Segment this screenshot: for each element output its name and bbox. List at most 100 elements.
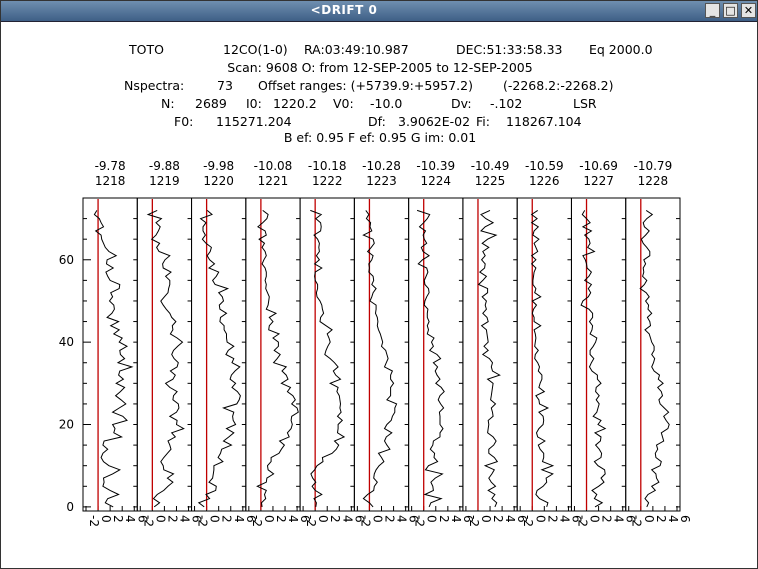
panel-x-tick-label: 2 — [654, 515, 668, 523]
spectrum-trace — [256, 210, 299, 507]
panel-x-tick-label: 6 — [624, 515, 638, 523]
panel-channel-label: 1220 — [203, 174, 234, 188]
header-equinox: Eq 2000.0 — [589, 42, 653, 57]
header-frame: LSR — [573, 96, 597, 111]
panel-velocity-label: -9.88 — [149, 159, 180, 173]
panel-channel-label: 1226 — [529, 174, 560, 188]
spectrum-trace — [416, 209, 445, 508]
panel-x-tick-label: 4 — [123, 515, 137, 523]
panel-x-tick-label: 2 — [545, 515, 559, 523]
y-tick-label: 0 — [66, 500, 74, 514]
maximize-button[interactable]: □ — [723, 3, 738, 18]
panel-x-tick-label: 6 — [678, 515, 692, 523]
title-bar[interactable]: <DRIFT 0 _ □ ✕ — [1, 1, 757, 22]
panel-frame — [245, 197, 301, 512]
panel-velocity-label: -10.49 — [471, 159, 510, 173]
panel-channel-label: 1224 — [420, 174, 451, 188]
panel-x-tick-label: 2 — [491, 515, 505, 523]
panel-frame — [299, 197, 355, 512]
spectrum-trace — [530, 209, 555, 508]
panel-x-tick-label: 0 — [99, 515, 113, 523]
panel-x-tick-label: 0 — [370, 515, 384, 523]
panel-x-tick-label: -2 — [250, 515, 264, 527]
header-n-label: N: — [161, 96, 175, 111]
spectrum-trace — [362, 210, 398, 508]
panel-velocity-label: -9.98 — [203, 159, 234, 173]
panel-x-tick-label: 4 — [557, 515, 571, 523]
header-efficiencies: B ef: 0.95 F ef: 0.95 G im: 0.01 — [284, 130, 476, 145]
panel-x-tick-label: 4 — [232, 515, 246, 523]
panel-x-tick-label: 4 — [340, 515, 354, 523]
panel-channel-label: 1218 — [95, 174, 126, 188]
panel-frame — [570, 197, 627, 512]
header-source: TOTO — [128, 42, 164, 57]
header-v0-label: V0: — [333, 96, 354, 111]
header-block: TOTO 12CO(1-0) RA:03:49:10.987 DEC:51:33… — [124, 42, 653, 145]
panel-x-tick-label: 4 — [286, 515, 300, 523]
panel-x-tick-label: 2 — [383, 515, 397, 523]
panel-x-tick-label: 0 — [533, 515, 547, 523]
panel-x-tick-label: 4 — [449, 515, 463, 523]
header-scan: Scan: 9608 O: from 12-SEP-2005 to 12-SEP… — [227, 60, 532, 75]
panel-x-tick-label: 2 — [220, 515, 234, 523]
panel-frame — [82, 197, 138, 512]
header-ra: RA:03:49:10.987 — [304, 42, 409, 57]
spectrum-trace — [146, 209, 185, 508]
panel-x-tick-label: 2 — [328, 515, 342, 523]
spectra-panels: -9.781218-20246-9.881219-20246-9.981220-… — [82, 159, 692, 527]
panel-velocity-label: -10.18 — [308, 159, 347, 173]
header-fi-label: Fi: — [476, 114, 490, 129]
panel-velocity-label: -10.69 — [579, 159, 618, 173]
header-dv-value: -.102 — [490, 96, 522, 111]
panel-x-tick-label: -2 — [521, 515, 535, 527]
panel-x-tick-label: -2 — [467, 515, 481, 527]
panel-channel-label: 1227 — [583, 174, 614, 188]
panel-velocity-label: -10.79 — [634, 159, 673, 173]
header-fi-value: 118267.104 — [506, 114, 582, 129]
spectrum-trace — [197, 210, 241, 508]
header-n-value: 2689 — [195, 96, 227, 111]
panel-x-tick-label: 4 — [503, 515, 517, 523]
panel-x-tick-label: 6 — [407, 515, 421, 523]
panel-x-tick-label: 2 — [111, 515, 125, 523]
panel-channel-label: 1223 — [366, 174, 397, 188]
close-button[interactable]: ✕ — [741, 3, 756, 18]
panel-channel-label: 1225 — [475, 174, 506, 188]
header-line: 12CO(1-0) — [223, 42, 288, 57]
panel-x-tick-label: -2 — [196, 515, 210, 527]
spectrum-trace — [580, 210, 607, 508]
panel-x-tick-label: -2 — [87, 515, 101, 527]
y-tick-label: 20 — [59, 418, 74, 432]
panel-x-tick-label: 6 — [515, 515, 529, 523]
panel-x-tick-label: 0 — [642, 515, 656, 523]
minimize-button[interactable]: _ — [705, 3, 720, 18]
header-v0-value: -10.0 — [370, 96, 402, 111]
panel-x-tick-label: 4 — [612, 515, 626, 523]
header-dv-label: Dv: — [451, 96, 472, 111]
panel-x-tick-label: -2 — [358, 515, 372, 527]
panel-x-tick-label: 6 — [298, 515, 312, 523]
y-tick-label: 40 — [59, 335, 74, 349]
panel-frame — [408, 197, 464, 512]
panel-velocity-label: -9.78 — [95, 159, 126, 173]
panel-x-tick-label: 0 — [425, 515, 439, 523]
panel-x-tick-label: -2 — [630, 515, 644, 527]
header-f0-label: F0: — [174, 114, 193, 129]
panel-x-tick-label: 6 — [352, 515, 366, 523]
panel-x-tick-label: 4 — [666, 515, 680, 523]
panel-x-tick-label: 6 — [569, 515, 583, 523]
panel-x-tick-label: -2 — [141, 515, 155, 527]
header-nspectra-label: Nspectra: — [124, 78, 184, 93]
panel-velocity-label: -10.39 — [416, 159, 455, 173]
spectrum-trace — [639, 209, 670, 508]
panel-x-tick-label: 2 — [437, 515, 451, 523]
